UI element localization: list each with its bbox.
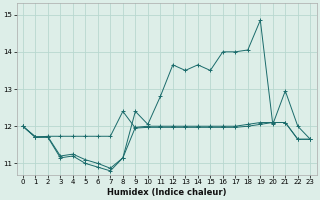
X-axis label: Humidex (Indice chaleur): Humidex (Indice chaleur) [107, 188, 226, 197]
